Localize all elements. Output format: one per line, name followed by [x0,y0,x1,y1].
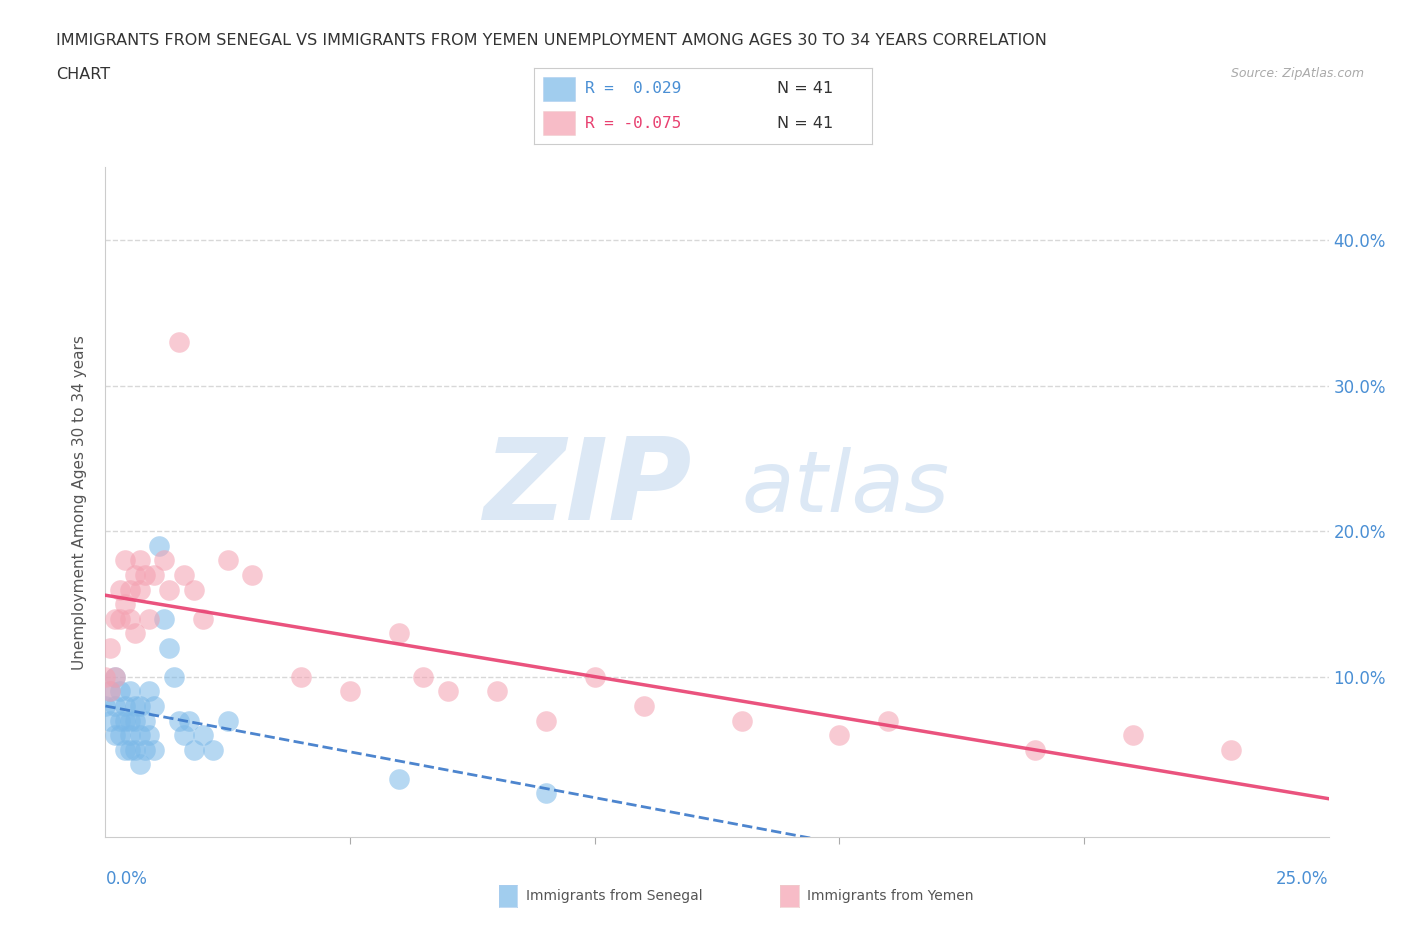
Text: IMMIGRANTS FROM SENEGAL VS IMMIGRANTS FROM YEMEN UNEMPLOYMENT AMONG AGES 30 TO 3: IMMIGRANTS FROM SENEGAL VS IMMIGRANTS FR… [56,33,1047,47]
Point [183,742,205,757]
Text: Immigrants from Yemen: Immigrants from Yemen [807,889,973,903]
Point [94,698,117,713]
Point [217,553,239,568]
Text: R = -0.075: R = -0.075 [585,115,681,131]
Point [108,611,131,626]
Point [148,538,170,553]
Point [138,684,160,698]
Point [118,582,141,597]
Point [134,713,156,728]
FancyBboxPatch shape [543,112,575,135]
Point [143,567,166,582]
Point [173,727,195,742]
Point [124,713,146,728]
Point [633,698,655,713]
Point [485,684,508,698]
Text: N = 41: N = 41 [778,81,834,97]
Point [290,670,312,684]
Point [98,641,121,656]
Point [183,582,205,597]
Point [157,582,180,597]
Point [98,684,121,698]
Point [128,698,150,713]
Point [118,684,141,698]
Text: 25.0%: 25.0% [1277,870,1329,888]
Point [94,670,117,684]
Text: atlas: atlas [741,447,949,530]
Point [240,567,263,582]
Text: CHART: CHART [56,67,110,82]
Point [217,713,239,728]
Text: Source: ZipAtlas.com: Source: ZipAtlas.com [1230,67,1364,80]
Point [193,611,215,626]
Point [138,727,160,742]
Point [1122,727,1144,742]
Point [138,611,160,626]
Point [104,670,127,684]
Point [124,698,146,713]
Point [114,597,136,612]
Point [118,611,141,626]
Point [877,713,900,728]
Point [108,713,131,728]
Point [437,684,460,698]
Point [339,684,361,698]
Point [1024,742,1046,757]
Point [153,553,176,568]
Point [412,670,434,684]
Point [828,727,851,742]
Point [167,335,190,350]
Text: ZIP: ZIP [484,433,693,544]
Point [143,742,166,757]
Point [534,713,557,728]
Point [114,742,136,757]
Y-axis label: Unemployment Among Ages 30 to 34 years: Unemployment Among Ages 30 to 34 years [72,335,87,670]
Point [124,626,146,641]
Point [134,742,156,757]
Point [193,727,215,742]
Point [124,567,146,582]
Point [202,742,225,757]
Text: R =  0.029: R = 0.029 [585,81,681,97]
Point [98,713,121,728]
Point [114,713,136,728]
Text: N = 41: N = 41 [778,115,834,131]
Point [104,670,127,684]
Point [173,567,195,582]
Point [167,713,190,728]
Point [177,713,200,728]
Point [118,713,141,728]
Point [163,670,186,684]
Point [157,641,180,656]
Point [388,771,411,786]
Point [730,713,752,728]
Point [98,684,121,698]
Point [128,553,150,568]
Point [128,727,150,742]
Point [114,698,136,713]
Point [143,698,166,713]
Point [388,626,411,641]
Point [1219,742,1241,757]
Point [583,670,606,684]
Point [118,742,141,757]
Point [134,567,156,582]
FancyBboxPatch shape [543,77,575,100]
Text: Immigrants from Senegal: Immigrants from Senegal [526,889,703,903]
Point [108,582,131,597]
Point [128,757,150,772]
Point [118,727,141,742]
Point [108,684,131,698]
Text: 0.0%: 0.0% [105,870,148,888]
Point [104,727,127,742]
Point [104,611,127,626]
Point [108,727,131,742]
Point [124,742,146,757]
Point [128,582,150,597]
Point [104,698,127,713]
Point [114,553,136,568]
Point [153,611,176,626]
Point [534,786,557,801]
